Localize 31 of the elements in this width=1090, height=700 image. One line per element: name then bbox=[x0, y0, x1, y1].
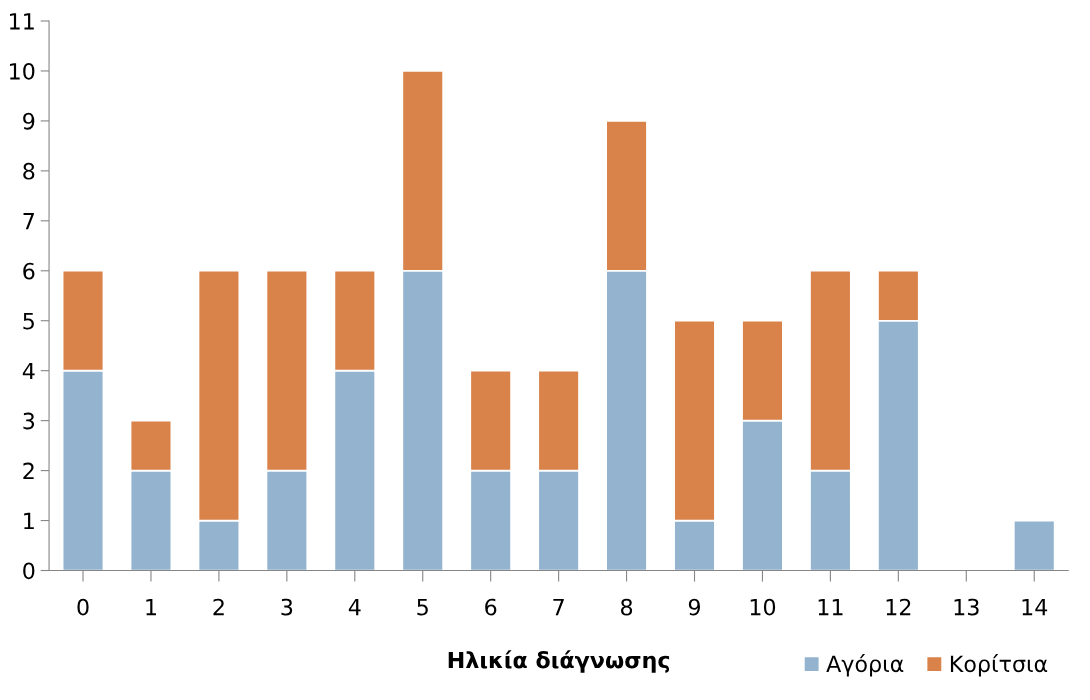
x-tick-label: 8 bbox=[621, 598, 633, 616]
x-tick-label: 11 bbox=[818, 598, 843, 616]
x-tick-label: 14 bbox=[1022, 598, 1048, 616]
y-tick-label: 5 bbox=[23, 312, 34, 330]
bar bbox=[1013, 519, 1056, 571]
x-tick-label: 1 bbox=[146, 598, 156, 616]
x-tick-label: 12 bbox=[886, 598, 911, 616]
y-tick-label: 8 bbox=[23, 162, 35, 180]
y-tick-label: 1 bbox=[24, 512, 34, 529]
x-tick-label: 6 bbox=[485, 598, 497, 616]
y-tick-label: 11 bbox=[10, 13, 34, 30]
x-tick-label: 10 bbox=[750, 598, 776, 616]
x-tick-label: 5 bbox=[417, 598, 428, 616]
x-tick-label: 7 bbox=[553, 598, 564, 616]
legend-label: Αγόρια bbox=[826, 654, 904, 677]
x-axis-title: Ηλικία διάγνωσης bbox=[448, 650, 670, 673]
y-tick-label: 4 bbox=[22, 362, 35, 380]
y-tick-label: 10 bbox=[10, 62, 35, 80]
x-tick-label: 13 bbox=[954, 598, 979, 616]
x-tick-label: 3 bbox=[281, 598, 293, 616]
legend-label: Κορίτσια bbox=[950, 654, 1048, 677]
x-tick-label: 9 bbox=[688, 598, 701, 616]
y-tick-label: 0 bbox=[23, 562, 35, 580]
y-tick-label: 7 bbox=[23, 213, 34, 230]
x-tick-label: 4 bbox=[348, 598, 361, 616]
y-tick-label: 2 bbox=[23, 462, 34, 480]
x-tick-label: 2 bbox=[213, 598, 224, 616]
y-tick-label: 3 bbox=[23, 412, 35, 430]
x-tick-label: 0 bbox=[77, 598, 89, 616]
y-tick-label: 9 bbox=[23, 112, 35, 130]
y-tick-label: 6 bbox=[23, 262, 35, 280]
